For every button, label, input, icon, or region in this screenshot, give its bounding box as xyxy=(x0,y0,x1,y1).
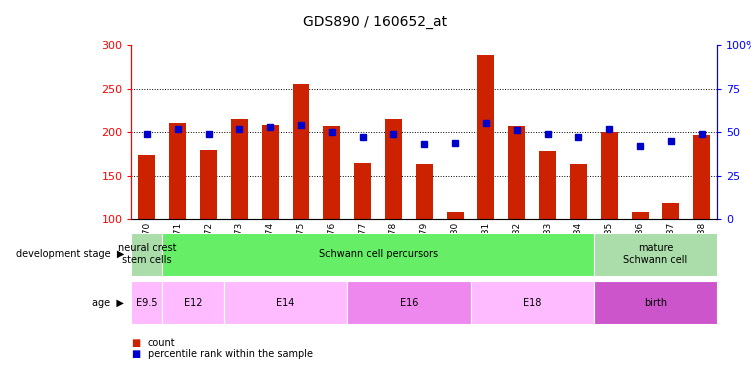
Text: GDS890 / 160652_at: GDS890 / 160652_at xyxy=(303,15,448,29)
Bar xyxy=(385,119,402,219)
Text: count: count xyxy=(148,338,176,348)
Text: Schwann cell percursors: Schwann cell percursors xyxy=(318,249,438,259)
Bar xyxy=(354,163,371,219)
Text: E16: E16 xyxy=(400,298,418,308)
Bar xyxy=(508,126,525,219)
Bar xyxy=(539,152,556,219)
Bar xyxy=(570,165,587,219)
Text: percentile rank within the sample: percentile rank within the sample xyxy=(148,350,313,359)
Text: mature
Schwann cell: mature Schwann cell xyxy=(623,243,688,265)
Text: E18: E18 xyxy=(523,298,541,308)
Bar xyxy=(693,135,710,219)
Bar xyxy=(416,165,433,219)
Text: age  ▶: age ▶ xyxy=(92,298,124,308)
Text: ■: ■ xyxy=(131,350,140,359)
Text: E9.5: E9.5 xyxy=(136,298,158,308)
Bar xyxy=(169,123,186,219)
Text: E12: E12 xyxy=(184,298,202,308)
Bar xyxy=(261,125,279,219)
Text: E14: E14 xyxy=(276,298,294,308)
Bar xyxy=(478,56,494,219)
Bar xyxy=(293,84,309,219)
Bar xyxy=(231,119,248,219)
Bar xyxy=(662,203,680,219)
Bar xyxy=(447,212,463,219)
Text: birth: birth xyxy=(644,298,667,308)
Bar xyxy=(601,132,618,219)
Text: development stage  ▶: development stage ▶ xyxy=(16,249,124,259)
Text: neural crest
stem cells: neural crest stem cells xyxy=(118,243,176,265)
Text: ■: ■ xyxy=(131,338,140,348)
Bar xyxy=(632,212,649,219)
Bar xyxy=(200,150,217,219)
Bar xyxy=(138,155,155,219)
Bar xyxy=(324,126,340,219)
